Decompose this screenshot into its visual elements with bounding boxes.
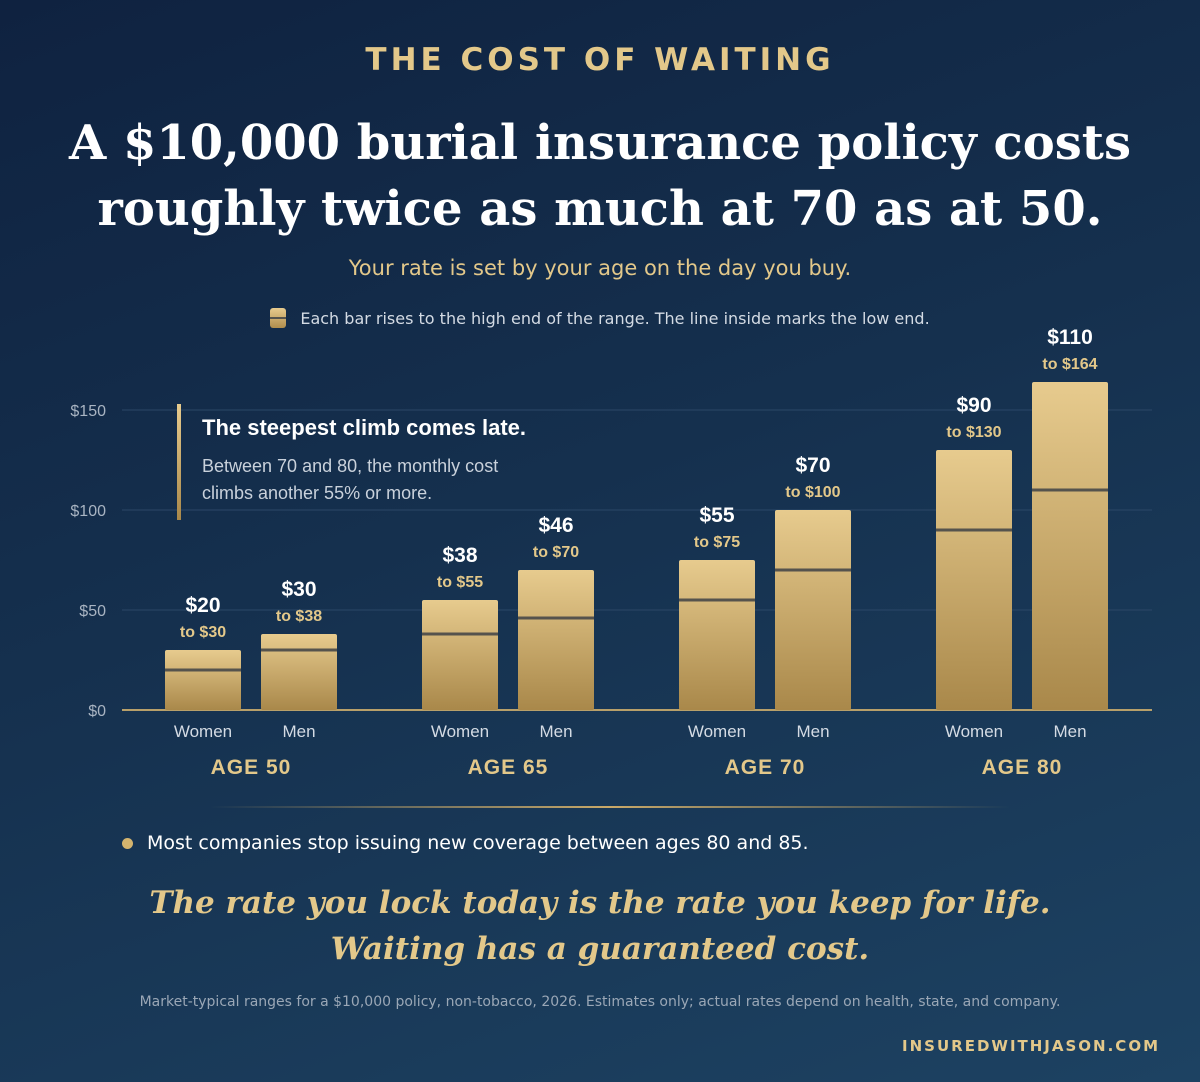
headline-line-1: A $10,000 burial insurance policy costs <box>69 115 1131 171</box>
closing-line-2: Waiting has a guaranteed cost. <box>330 931 870 967</box>
low-value-label: $20 <box>185 594 220 617</box>
high-value-label: to $55 <box>437 574 483 591</box>
section-divider <box>210 806 1010 808</box>
category-label: Women <box>431 722 489 741</box>
bar-age-80-women <box>936 450 1012 710</box>
callout-title: The steepest climb comes late. <box>202 415 526 440</box>
eyebrow-title: THE COST OF WAITING <box>365 42 835 78</box>
bar-age-50-men <box>261 634 337 710</box>
high-value-label: to $38 <box>276 608 322 625</box>
low-value-label: $38 <box>442 544 477 567</box>
category-label: Men <box>1053 722 1086 741</box>
high-value-label: to $30 <box>180 624 226 641</box>
category-label: Men <box>796 722 829 741</box>
closing-line-1: The rate you lock today is the rate you … <box>149 885 1051 921</box>
y-tick-label: $100 <box>70 503 106 520</box>
coverage-note-text: Most companies stop issuing new coverage… <box>147 832 809 854</box>
low-value-label: $55 <box>699 504 734 527</box>
subheadline: Your rate is set by your age on the day … <box>348 256 852 280</box>
bar-age-70-men <box>775 510 851 710</box>
footnote: Market-typical ranges for a $10,000 poli… <box>139 994 1061 1010</box>
legend: Each bar rises to the high end of the ra… <box>0 308 1200 328</box>
y-tick-label: $50 <box>79 603 106 620</box>
legend-bar-swatch-icon <box>270 308 287 328</box>
group-label: AGE 50 <box>211 756 292 779</box>
high-value-label: to $100 <box>785 484 840 501</box>
group-label: AGE 70 <box>725 756 806 779</box>
high-value-label: to $164 <box>1042 356 1097 373</box>
group-label: AGE 65 <box>468 756 549 779</box>
high-value-label: to $70 <box>533 544 579 561</box>
category-label: Women <box>174 722 232 741</box>
headline: A $10,000 burial insurance policy costs … <box>0 110 1200 242</box>
category-label: Women <box>688 722 746 741</box>
legend-text: Each bar rises to the high end of the ra… <box>300 308 930 328</box>
category-label: Men <box>282 722 315 741</box>
y-tick-label: $150 <box>70 403 106 420</box>
coverage-note: Most companies stop issuing new coverage… <box>122 832 809 854</box>
callout-body-line-1: Between 70 and 80, the monthly cost <box>202 456 498 476</box>
headline-line-2: roughly twice as much at 70 as at 50. <box>97 181 1103 237</box>
brand-url: INSUREDWITHJASON.COM <box>902 1037 1160 1055</box>
callout-body-line-2: climbs another 55% or more. <box>202 483 432 503</box>
bar-age-70-women <box>679 560 755 710</box>
group-label: AGE 80 <box>982 756 1063 779</box>
y-tick-label: $0 <box>88 703 106 720</box>
high-value-label: to $75 <box>694 534 740 551</box>
high-value-label: to $130 <box>946 424 1001 441</box>
bar-age-65-women <box>422 600 498 710</box>
callout-accent-bar <box>177 404 181 520</box>
low-value-label: $90 <box>956 394 991 417</box>
low-value-label: $30 <box>281 578 316 601</box>
closing-statement: The rate you lock today is the rate you … <box>0 880 1200 972</box>
category-label: Men <box>539 722 572 741</box>
bar-age-80-men <box>1032 382 1108 710</box>
low-value-label: $70 <box>795 454 830 477</box>
bar-age-65-men <box>518 570 594 710</box>
category-label: Women <box>945 722 1003 741</box>
bullet-dot-icon <box>122 837 133 849</box>
low-value-label: $46 <box>538 514 573 537</box>
bar-age-50-women <box>165 650 241 710</box>
low-value-label: $110 <box>1047 326 1093 349</box>
